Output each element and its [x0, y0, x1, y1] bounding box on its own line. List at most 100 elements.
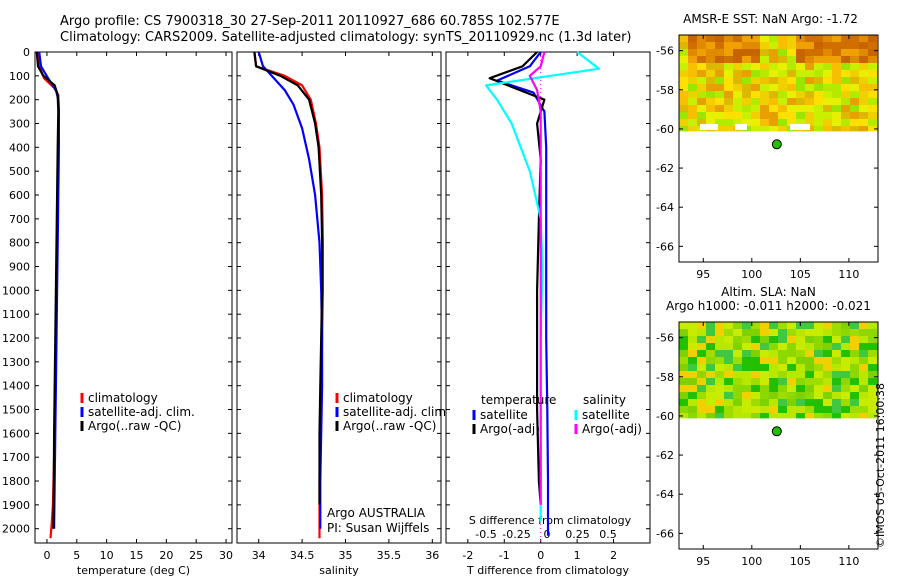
map-y-tick-label: -56	[656, 45, 674, 58]
depth-tick-label: 1800	[2, 475, 30, 488]
depth-tick-label: 0	[23, 46, 30, 59]
legend-entry: Argo(..raw -QC)	[88, 419, 181, 433]
legend-entry: Argo(-adj)	[582, 422, 642, 436]
top-x-tick-label: -0.5	[475, 528, 496, 541]
map-y-tick-label: -58	[656, 84, 674, 97]
series-line-temperature-argo-raw-qc-	[35, 51, 60, 529]
panel-footer-text: Argo AUSTRALIA	[327, 506, 426, 520]
depth-tick-label: 1900	[2, 499, 30, 512]
map-x-tick-label: 110	[838, 268, 859, 281]
x-tick-label: 0	[537, 549, 544, 562]
argo-position-marker-sla	[771, 426, 782, 437]
depth-tick-label: 900	[9, 261, 30, 274]
legend-entry: satellite-adj. clim.	[88, 405, 195, 419]
series-line-difference-salinity-argo-adj-	[528, 51, 546, 505]
top-x-tick-label: 0.25	[565, 528, 590, 541]
x-tick-label: -1	[499, 549, 510, 562]
x-tick-label: 25	[189, 549, 203, 562]
x-tick-label: 35.5	[377, 549, 402, 562]
legend-entry: satellite-adj. clim.	[343, 405, 450, 419]
x-axis-label-salinity: salinity	[319, 564, 359, 577]
series-line-salinity-satellite-adj-clim-	[257, 51, 324, 529]
x-tick-label: 30	[219, 549, 233, 562]
map-y-tick-label: -56	[656, 332, 674, 345]
x-axis-label-difference: T difference from climatology	[466, 564, 629, 577]
legend-entry: climatology	[88, 391, 158, 405]
x-tick-label: 15	[129, 549, 143, 562]
map-x-tick-label: 95	[696, 555, 710, 568]
map-x-tick-label: 100	[741, 555, 762, 568]
legend-entry: satellite	[582, 408, 630, 422]
map-title-sst: AMSR-E SST: NaN Argo: -1.72	[683, 12, 858, 26]
legend-entry: climatology	[343, 391, 413, 405]
x-tick-label: 34.5	[290, 549, 315, 562]
map-x-tick-label: 105	[790, 268, 811, 281]
map-y-tick-label: -64	[656, 488, 674, 501]
x-tick-label: 2	[610, 549, 617, 562]
depth-tick-label: 2000	[2, 523, 30, 536]
x-tick-label: 20	[159, 549, 173, 562]
x-tick-label: 10	[100, 549, 114, 562]
x-axis-label-temperature: temperature (deg C)	[77, 564, 190, 577]
map-title-sla: Altim. SLA: NaN	[721, 285, 816, 299]
figure-title-line1: Argo profile: CS 7900318_30 27-Sep-2011 …	[60, 14, 560, 29]
depth-tick-label: 1400	[2, 380, 30, 393]
map-data-field-sst	[679, 35, 879, 132]
depth-tick-label: 1200	[2, 332, 30, 345]
depth-tick-label: 800	[9, 237, 30, 250]
panel-frame-salinity	[236, 51, 442, 544]
legend-entry: satellite	[480, 408, 528, 422]
depth-tick-label: 400	[9, 141, 30, 154]
depth-tick-label: 700	[9, 213, 30, 226]
depth-tick-label: 1300	[2, 356, 30, 369]
imos-timestamp: ©IMOS 05-Oct-2011 16:00:38	[874, 383, 887, 548]
figure-title-line2: Climatology: CARS2009. Satellite-adjuste…	[60, 30, 632, 45]
depth-tick-label: 1100	[2, 308, 30, 321]
panel-footer-text: PI: Susan Wijffels	[327, 521, 429, 535]
map-y-tick-label: -64	[656, 201, 674, 214]
top-x-axis-label: S difference from climatology	[469, 514, 632, 527]
x-tick-label: 34	[252, 549, 266, 562]
depth-tick-label: 500	[9, 165, 30, 178]
series-line-salinity-argo-raw-qc-	[253, 51, 324, 505]
svg-text:©IMOS 05-Oct-2011 16:00:38: ©IMOS 05-Oct-2011 16:00:38	[874, 383, 887, 548]
map-x-tick-label: 95	[696, 268, 710, 281]
top-x-tick-label: -0.25	[502, 528, 530, 541]
map-x-tick-label: 110	[838, 555, 859, 568]
depth-tick-label: 1500	[2, 404, 30, 417]
map-y-tick-label: -60	[656, 410, 674, 423]
map-x-tick-label: 105	[790, 555, 811, 568]
depth-tick-label: 200	[9, 94, 30, 107]
x-tick-label: 1	[574, 549, 581, 562]
depth-tick-label: 1000	[2, 284, 30, 297]
depth-tick-label: 1600	[2, 427, 30, 440]
legend-entry: Argo(-adj)	[480, 422, 540, 436]
depth-tick-label: 1700	[2, 451, 30, 464]
panel-frame-temperature	[34, 51, 233, 544]
map-frame-sla	[678, 321, 879, 550]
map-y-tick-label: -58	[656, 371, 674, 384]
depth-tick-label: 600	[9, 189, 30, 202]
legend-group-header: temperature	[481, 393, 556, 407]
map-y-tick-label: -60	[656, 123, 674, 136]
depth-tick-label: 100	[9, 70, 30, 83]
depth-tick-label: 300	[9, 118, 30, 131]
map-y-tick-label: -62	[656, 162, 674, 175]
x-tick-label: -2	[462, 549, 473, 562]
map-y-tick-label: -66	[656, 240, 674, 253]
map-x-tick-label: 100	[741, 268, 762, 281]
map-y-tick-label: -66	[656, 527, 674, 540]
legend-entry: Argo(..raw -QC)	[343, 419, 436, 433]
x-tick-label: 5	[73, 549, 80, 562]
legend-group-header: salinity	[583, 393, 626, 407]
map-title-sla: Argo h1000: -0.011 h2000: -0.021	[666, 299, 871, 313]
map-frame-sst	[678, 34, 879, 263]
map-data-field-sla	[679, 322, 879, 419]
top-x-tick-label: 0.5	[599, 528, 617, 541]
map-y-tick-label: -62	[656, 449, 674, 462]
x-tick-label: 36	[425, 549, 439, 562]
x-tick-label: 35	[339, 549, 353, 562]
argo-position-marker-sst	[771, 139, 782, 150]
x-tick-label: 0	[43, 549, 50, 562]
